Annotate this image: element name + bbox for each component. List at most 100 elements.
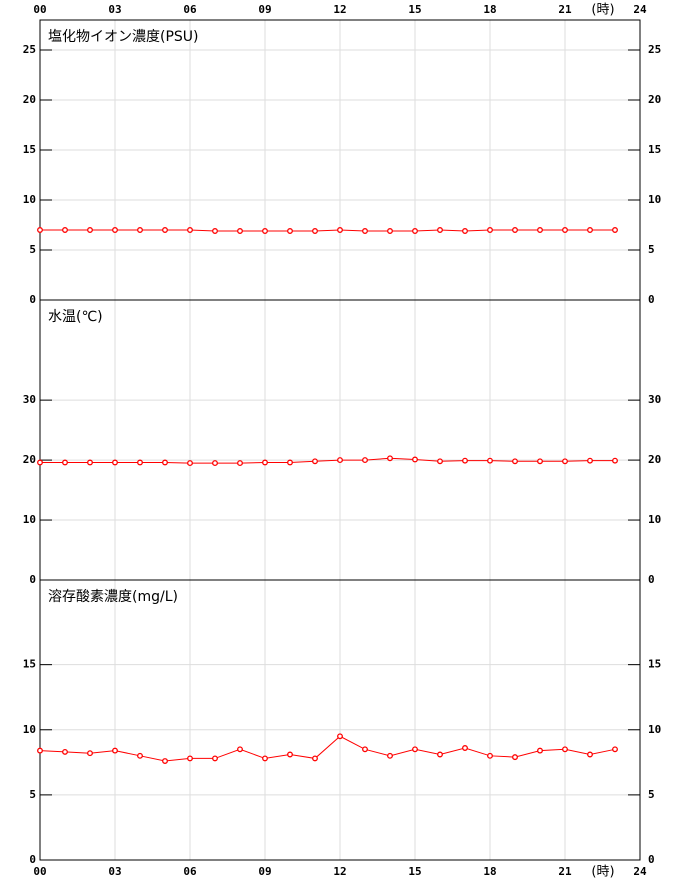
y-tick-label: 10 xyxy=(23,723,36,736)
plot-frame xyxy=(39,579,641,861)
data-point xyxy=(262,228,268,234)
data-point xyxy=(37,227,43,233)
data-point xyxy=(562,746,568,753)
x-tick-label: 03 xyxy=(108,865,121,878)
data-point xyxy=(362,228,368,234)
x-tick-label: 21 xyxy=(558,865,572,878)
x-tick-label: 00 xyxy=(33,865,46,878)
y-tick-label: 0 xyxy=(648,853,655,866)
y-tick-label: 30 xyxy=(23,393,36,406)
y-tick-label: 0 xyxy=(29,853,36,866)
x-tick-label: 06 xyxy=(183,865,197,878)
y-tick-label: 15 xyxy=(648,143,661,156)
data-point xyxy=(87,750,93,757)
data-point xyxy=(62,227,68,233)
data-point xyxy=(412,456,418,463)
data-point xyxy=(362,457,368,464)
y-tick-label: 10 xyxy=(23,193,36,206)
x-tick-label: 09 xyxy=(258,3,271,16)
x-tick-label: 21 xyxy=(558,3,572,16)
y-tick-label: 15 xyxy=(648,658,661,671)
data-point xyxy=(312,755,318,762)
data-point xyxy=(587,751,593,758)
data-point xyxy=(387,228,393,234)
data-point xyxy=(287,228,293,234)
x-tick-label: 24 xyxy=(633,3,647,16)
data-line xyxy=(40,457,615,464)
y-tick-label: 0 xyxy=(648,293,655,306)
data-point xyxy=(612,457,618,464)
data-point xyxy=(187,755,193,762)
y-tick-label: 25 xyxy=(648,43,661,56)
data-point xyxy=(162,758,168,764)
data-point xyxy=(187,460,193,467)
x-tick-label: 09 xyxy=(258,865,271,878)
x-axis-label: (時) xyxy=(591,3,614,18)
data-point xyxy=(512,754,518,761)
y-tick-label: 10 xyxy=(648,723,661,736)
y-tick-label: 20 xyxy=(648,453,661,466)
data-point xyxy=(537,227,543,233)
data-point xyxy=(137,459,143,466)
data-point xyxy=(312,228,318,234)
x-tick-label: 18 xyxy=(483,865,496,878)
data-point xyxy=(337,457,343,464)
y-tick-label: 5 xyxy=(29,788,36,801)
panel-title: 水温(℃) xyxy=(48,309,103,325)
data-line xyxy=(40,229,615,232)
data-point xyxy=(112,459,118,466)
y-tick-label: 5 xyxy=(648,788,655,801)
data-point xyxy=(62,459,68,466)
data-point xyxy=(287,751,293,758)
data-point xyxy=(487,457,493,464)
y-tick-label: 5 xyxy=(648,243,655,256)
data-point xyxy=(62,748,68,755)
y-tick-label: 15 xyxy=(23,143,36,156)
y-tick-label: 20 xyxy=(23,453,36,466)
y-tick-label: 30 xyxy=(648,393,661,406)
data-point xyxy=(562,227,568,233)
panel-title: 溶存酸素濃度(mg/L) xyxy=(48,589,178,605)
data-point xyxy=(462,745,468,751)
x-tick-label: 15 xyxy=(408,3,421,16)
y-tick-label: 10 xyxy=(648,513,661,526)
data-point xyxy=(262,459,268,466)
data-point xyxy=(237,746,243,753)
x-tick-label: 12 xyxy=(333,865,346,878)
x-tick-label: 00 xyxy=(33,3,46,16)
data-point xyxy=(337,733,343,740)
data-point xyxy=(112,747,118,754)
data-point xyxy=(612,746,618,753)
data-point xyxy=(162,227,168,233)
data-point xyxy=(187,227,193,233)
data-point xyxy=(37,747,43,754)
x-tick-label: 15 xyxy=(408,865,421,878)
y-tick-label: 25 xyxy=(23,43,36,56)
data-point xyxy=(537,747,543,754)
data-point xyxy=(487,227,493,233)
data-point xyxy=(212,755,218,762)
data-point xyxy=(537,458,543,465)
data-point xyxy=(337,227,343,233)
y-tick-label: 0 xyxy=(29,573,36,586)
x-tick-label: 06 xyxy=(183,3,197,16)
y-tick-label: 20 xyxy=(23,93,36,106)
y-tick-label: 15 xyxy=(23,658,36,671)
x-tick-label: 24 xyxy=(633,865,647,878)
x-tick-label: 18 xyxy=(483,3,496,16)
y-tick-label: 10 xyxy=(23,513,36,526)
data-point xyxy=(412,228,418,234)
y-tick-label: 10 xyxy=(648,193,661,206)
data-point xyxy=(362,746,368,753)
data-point xyxy=(37,459,43,466)
data-point xyxy=(212,460,218,467)
x-axis-label: (時) xyxy=(591,865,614,880)
data-point xyxy=(612,227,618,233)
data-point xyxy=(437,227,443,233)
data-point xyxy=(462,457,468,464)
data-point xyxy=(87,227,93,233)
panel-title: 塩化物イオン濃度(PSU) xyxy=(48,29,199,45)
y-tick-label: 20 xyxy=(648,93,661,106)
x-tick-label: 03 xyxy=(108,3,121,16)
